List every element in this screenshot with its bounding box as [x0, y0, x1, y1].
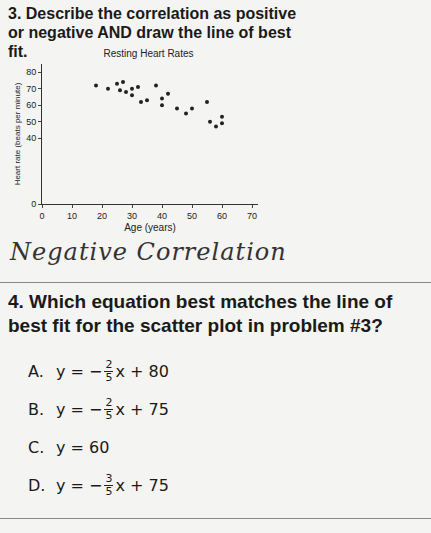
svg-text:70: 70 [26, 84, 36, 94]
svg-text:Heart rate (beats per minute): Heart rate (beats per minute) [13, 82, 22, 185]
svg-text:50: 50 [26, 117, 36, 127]
svg-text:Age (years): Age (years) [124, 222, 176, 233]
svg-text:40: 40 [157, 211, 167, 221]
svg-text:70: 70 [247, 211, 257, 221]
svg-text:60: 60 [217, 211, 227, 221]
svg-text:0: 0 [39, 211, 44, 221]
svg-text:0: 0 [31, 199, 36, 209]
svg-text:30: 30 [127, 211, 137, 221]
svg-text:60: 60 [26, 100, 36, 110]
svg-text:50: 50 [187, 211, 197, 221]
svg-text:Resting Heart Rates: Resting Heart Rates [103, 48, 193, 59]
svg-text:10: 10 [67, 211, 77, 221]
svg-text:40: 40 [26, 133, 36, 143]
svg-text:20: 20 [97, 211, 107, 221]
svg-text:80: 80 [26, 67, 36, 77]
